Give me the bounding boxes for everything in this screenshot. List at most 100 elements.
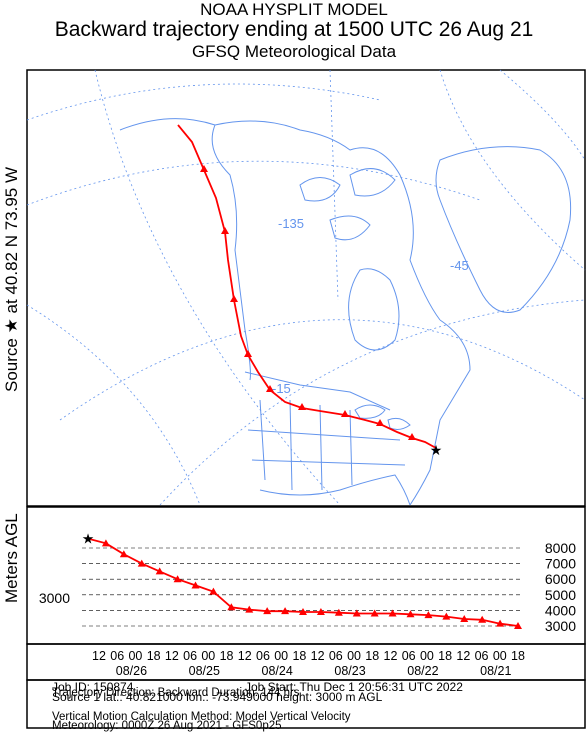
y-tick-label: 4000 [545,602,576,618]
state-boundary [247,429,401,441]
date-label: 08/25 [189,664,220,678]
trajectory-direction: Trajectory Direction: Backward Duration:… [52,687,300,699]
map-panel: -135 -45 -15 ★ [26,69,586,507]
map-trajectory-markers [200,165,416,440]
east-coastline [409,319,471,506]
map-frame [26,69,586,507]
trajectory-marker [221,227,229,234]
source-height-label: 3000 [39,590,70,606]
state-boundary [349,409,353,486]
state-boundary [319,404,323,491]
x-tick-label: 06 [110,649,124,663]
x-tick-label: 18 [147,649,161,663]
meridian-line [26,304,201,506]
x-tick-label: 00 [201,649,215,663]
trajectory-marker [408,433,416,440]
y-tick-label: 3000 [545,618,576,634]
height-marker [299,607,307,615]
meridian-label: -45 [450,258,469,273]
x-tick-label: 00 [274,649,288,663]
arctic-island [299,177,341,202]
x-tick-label: 00 [493,649,507,663]
map-coastlines [119,118,572,506]
info-frame [26,679,586,729]
trajectory-line-map [177,124,437,449]
height-marker [442,612,451,620]
west-coastline [119,118,251,381]
height-marker [281,607,290,615]
source-details: Source 1 lat.: 40.821000 lon.: -73.94900… [52,690,383,704]
state-boundary [289,399,293,491]
height-marker [316,607,325,615]
state-boundary [251,459,406,466]
trajectory-marker [298,403,306,410]
arctic-coastline [214,120,441,321]
date-labels: 08/26 08/25 08/24 08/23 08/22 08/21 [116,664,512,678]
great-lakes [387,417,411,430]
meteorology-source: Meteorology: 0000Z 26 Aug 2021 - GFS0p25 [52,720,282,732]
parallel-line [159,299,586,506]
x-tick-label: 06 [475,649,489,663]
parallel-line [499,69,586,161]
parallel-line [59,319,586,421]
greenland [435,146,572,313]
x-tick-label: 18 [511,649,525,663]
x-tick-label: 00 [347,649,361,663]
height-marker [496,619,505,627]
meteo-data-title: GFSQ Meteorological Data [191,42,397,61]
x-tick-label: 06 [402,649,416,663]
date-label: 08/23 [334,664,365,678]
parallel-line [26,83,381,121]
x-tick-label: 00 [420,649,434,663]
x-tick-label: 12 [165,649,179,663]
trajectory-title: Backward trajectory ending at 1500 UTC 2… [54,18,534,41]
arctic-island [349,168,396,197]
height-marker [370,609,379,617]
trajectory-marker [200,165,208,172]
height-marker [209,587,218,595]
height-marker [478,615,487,623]
date-label: 08/21 [480,664,511,678]
date-label: 08/24 [262,664,293,678]
job-id: Job ID: 150874 [52,680,134,694]
y-tick-label: 5000 [545,587,576,603]
height-marker [101,539,110,547]
height-marker [334,608,343,616]
meridian-label: -135 [278,216,304,231]
x-tick-label: 00 [128,649,142,663]
x-tick-label: 06 [256,649,270,663]
height-marker [137,559,146,567]
trajectory-marker [266,385,274,392]
map-grid-lines [26,69,586,506]
source-star-height: ★ [82,531,95,547]
trajectory-marker [230,295,238,302]
parallel-line [26,160,481,206]
height-marker [227,603,236,611]
height-marker [155,567,164,575]
y-tick-label: 6000 [545,571,576,587]
arctic-island [329,215,371,241]
model-title: NOAA HYSPLIT MODEL [200,0,388,19]
meridian-line [94,69,341,506]
x-tick-label: 18 [220,649,234,663]
x-tick-label: 06 [329,649,343,663]
trajectory-marker [341,410,349,417]
x-tick-label: 18 [438,649,452,663]
meridian-line [329,69,339,301]
x-tick-label: 18 [365,649,379,663]
trajectory-marker [244,350,252,357]
height-marker [245,605,254,613]
hudson-bay [348,268,400,351]
x-tick-label: 06 [183,649,197,663]
time-axis-panel: 12 06 00 18 12 06 00 18 12 06 00 18 12 06 00 18 12 06 00 18… [26,643,586,681]
trajectory-marker [376,419,384,426]
time-tick-labels: 12 06 00 18 12 06 00 18 12 06 00 18 12 06 00 18 12 06 00 18… [92,649,525,663]
meridian-line [439,69,586,271]
x-tick-label: 12 [384,649,398,663]
vertical-motion-method: Vertical Motion Calculation Method: Mode… [52,711,351,723]
height-marker [460,614,469,622]
date-label: 08/22 [407,664,438,678]
source-star-map: ★ [430,442,443,458]
